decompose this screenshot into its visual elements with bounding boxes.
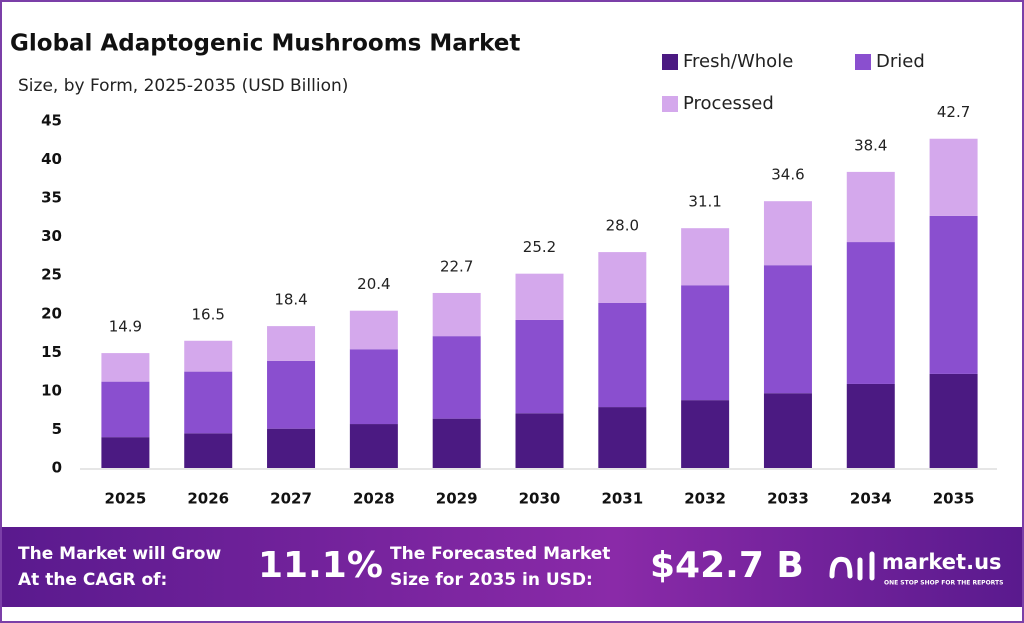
bar-segment xyxy=(184,340,233,372)
y-tick-label: 5 xyxy=(52,420,62,438)
bar-segment xyxy=(184,433,233,468)
bar-segment xyxy=(515,413,564,468)
x-tick-label: 2031 xyxy=(601,490,643,508)
bar-segment xyxy=(101,437,150,468)
bar-segment xyxy=(846,383,895,468)
bar-segment xyxy=(515,273,564,320)
x-tick-label: 2026 xyxy=(187,490,229,508)
total-label: 14.9 xyxy=(109,318,142,336)
total-label: 28.0 xyxy=(606,217,639,235)
bar-segment xyxy=(681,285,730,401)
total-label: 38.4 xyxy=(854,136,887,154)
x-tick-label: 2028 xyxy=(353,490,395,508)
y-tick-label: 10 xyxy=(41,381,62,399)
bar-segment xyxy=(929,138,978,216)
y-tick-label: 15 xyxy=(41,343,62,361)
total-label: 16.5 xyxy=(192,305,225,323)
bar-segment xyxy=(929,215,978,374)
y-tick-label: 45 xyxy=(41,112,62,130)
legend-label: Processed xyxy=(683,93,774,114)
bar-segment xyxy=(184,371,233,434)
total-label: 42.7 xyxy=(937,103,970,121)
bar-segment xyxy=(267,360,316,429)
cagr-label: The Market will Grow xyxy=(18,544,221,564)
bar-segment xyxy=(846,242,895,384)
legend-swatch xyxy=(662,54,678,70)
chart-title: Global Adaptogenic Mushrooms Market xyxy=(10,31,520,57)
x-tick-label: 2035 xyxy=(933,490,975,508)
legend-label: Fresh/Whole xyxy=(683,51,793,72)
cagr-value: 11.1% xyxy=(258,545,383,586)
y-tick-label: 30 xyxy=(41,227,62,245)
forecast-value: $42.7 B xyxy=(650,545,804,586)
bar-segment xyxy=(267,428,316,468)
chart-subtitle: Size, by Form, 2025-2035 (USD Billion) xyxy=(18,76,348,96)
bar-segment xyxy=(515,319,564,414)
bar-segment xyxy=(349,424,398,468)
bar-segment xyxy=(598,407,647,468)
bar-segment xyxy=(681,400,730,468)
y-tick-label: 0 xyxy=(52,459,62,477)
bar-segment xyxy=(598,252,647,303)
legend: Fresh/Whole Dried Processed xyxy=(662,51,925,114)
x-tick-label: 2025 xyxy=(105,490,147,508)
cagr-label: At the CAGR of: xyxy=(18,570,167,590)
x-tick-label: 2032 xyxy=(684,490,726,508)
bar-segment xyxy=(267,326,316,361)
forecast-label: Size for 2035 in USD: xyxy=(390,570,593,590)
tagline: ONE STOP SHOP FOR THE REPORTS xyxy=(884,580,1003,587)
bar-segment xyxy=(598,302,647,408)
total-label: 20.4 xyxy=(357,275,390,293)
legend-swatch xyxy=(855,54,871,70)
bar-segment xyxy=(432,336,481,419)
forecast-label: The Forecasted Market xyxy=(390,544,610,564)
bar-segment xyxy=(101,353,150,382)
bar-segment xyxy=(763,201,812,266)
total-label: 18.4 xyxy=(274,291,307,309)
total-label: 25.2 xyxy=(523,238,556,256)
total-label: 31.1 xyxy=(688,193,721,211)
y-tick-label: 20 xyxy=(41,304,62,322)
bar-segment xyxy=(349,349,398,425)
legend-swatch xyxy=(662,96,678,112)
total-label: 34.6 xyxy=(771,166,804,184)
y-tick-label: 35 xyxy=(41,189,62,207)
banner xyxy=(2,527,1022,607)
bar-segment xyxy=(101,381,150,438)
x-tick-label: 2033 xyxy=(767,490,809,508)
total-label: 22.7 xyxy=(440,257,473,275)
x-tick-label: 2027 xyxy=(270,490,312,508)
logo-icon xyxy=(829,551,875,581)
legend-label: Dried xyxy=(876,51,925,72)
brand: market.us xyxy=(882,550,1002,574)
y-tick-label: 40 xyxy=(41,150,62,168)
x-tick-label: 2029 xyxy=(436,490,478,508)
x-tick-label: 2030 xyxy=(519,490,561,508)
x-tick-label: 2034 xyxy=(850,490,892,508)
bar-segment xyxy=(929,373,978,468)
bar-segment xyxy=(846,171,895,243)
bar-segment xyxy=(681,228,730,286)
bar-segment xyxy=(763,265,812,394)
bar-segment xyxy=(432,292,481,337)
bar-segment xyxy=(432,418,481,468)
y-tick-label: 25 xyxy=(41,266,62,284)
bar-segment xyxy=(349,310,398,350)
bar-segment xyxy=(763,393,812,468)
